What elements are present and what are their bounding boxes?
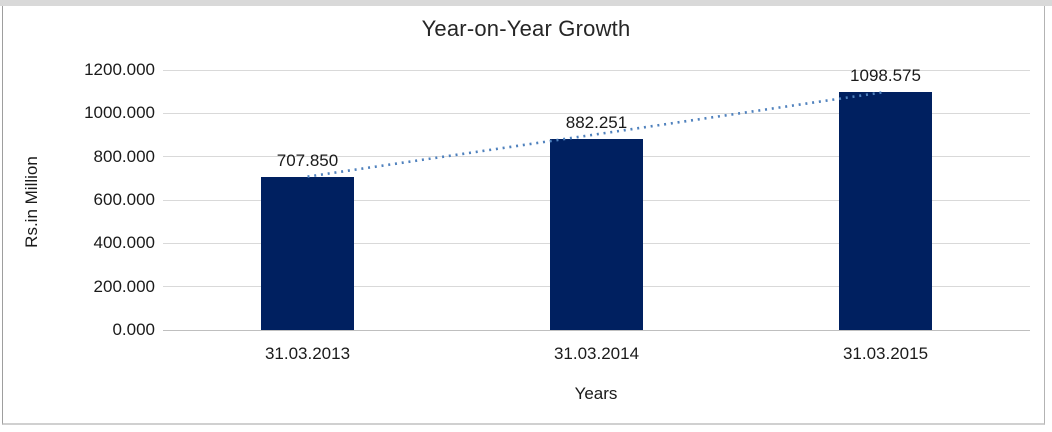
x-axis-line bbox=[163, 329, 1030, 331]
x-axis-title: Years bbox=[574, 384, 618, 403]
window-background-strip bbox=[0, 0, 1052, 6]
bar bbox=[839, 91, 932, 330]
y-tick-label: 600.000 bbox=[93, 190, 155, 209]
bar-data-label: 882.251 bbox=[565, 112, 628, 132]
y-tick-label: 1000.000 bbox=[84, 103, 155, 123]
y-tick-label: 400.000 bbox=[93, 233, 155, 253]
bar bbox=[550, 138, 643, 330]
bar bbox=[261, 176, 354, 330]
chart-title: Year-on-Year Growth bbox=[421, 16, 631, 41]
y-tick-label: 200.000 bbox=[93, 276, 155, 296]
gridline bbox=[163, 69, 1030, 71]
gridline bbox=[163, 112, 1030, 114]
bar-data-label: 1098.575 bbox=[850, 65, 921, 85]
x-category-label: 31.03.2015 bbox=[842, 344, 929, 363]
x-category-label: 31.03.2013 bbox=[264, 344, 351, 363]
trendline bbox=[307, 90, 886, 178]
y-tick-label: 800.000 bbox=[93, 146, 155, 166]
x-category-label: 31.03.2014 bbox=[553, 344, 640, 363]
bar-data-label: 707.850 bbox=[276, 150, 339, 170]
y-tick-label: 1200.000 bbox=[84, 60, 155, 79]
y-tick-label: 0.000 bbox=[112, 320, 155, 339]
